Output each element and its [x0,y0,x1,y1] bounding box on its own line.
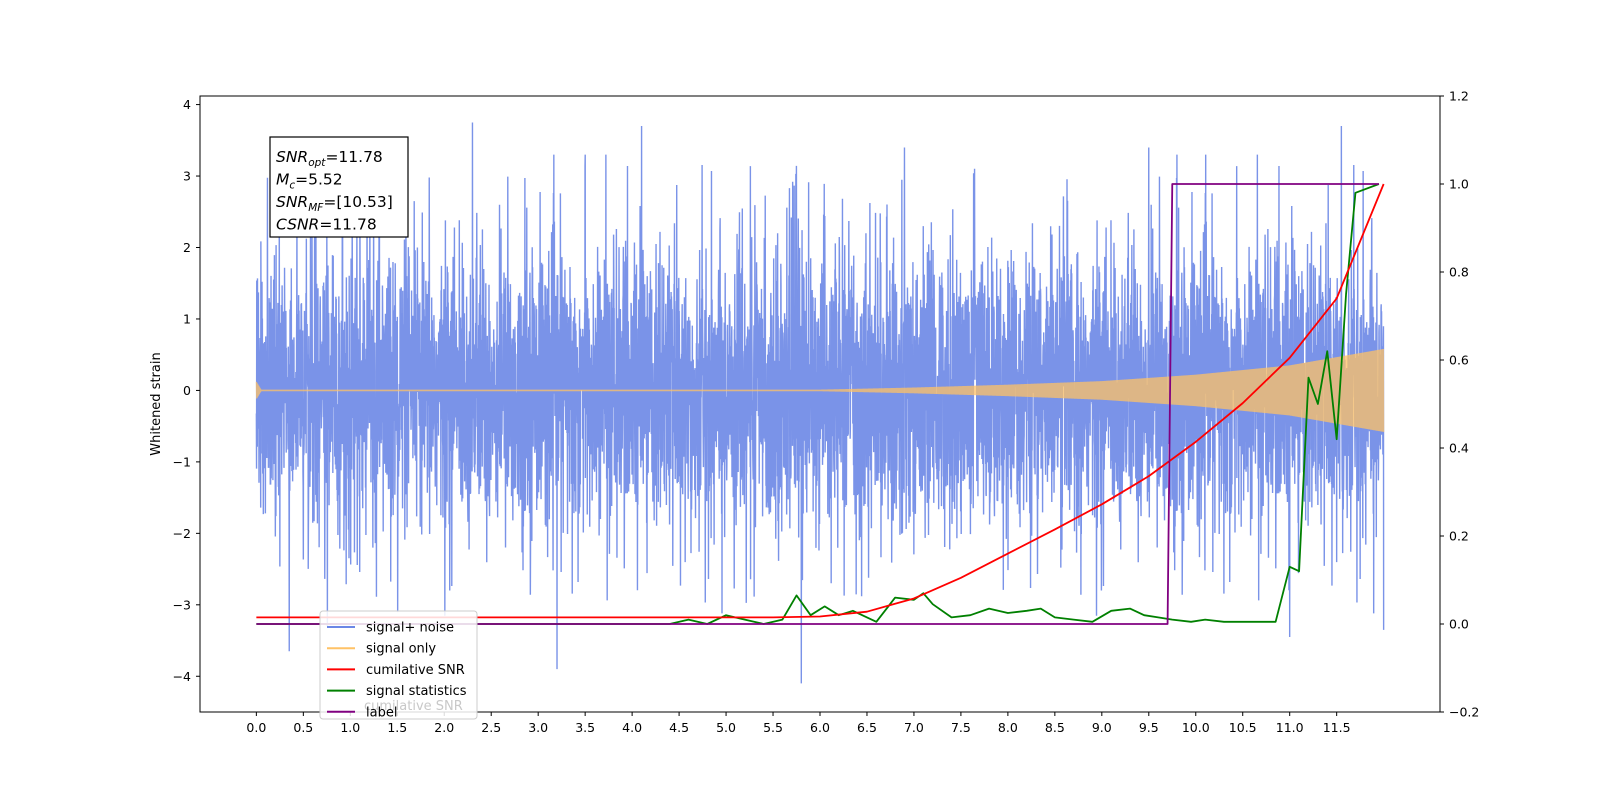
y-left-tick-label: 0 [183,383,191,398]
x-tick-label: 0.0 [246,720,266,735]
legend-label: cumilative SNR [366,663,465,678]
axes-layer: 0.0 0.5 1.0 1.5 2.0 2.5 3.0 3.5 4.0 4.5 5.0 5.5 6.0 6… [173,89,1480,736]
stats-line: SNRopt=11.78 [276,148,383,169]
x-tick-label: 3.5 [575,720,595,735]
y-left-tick-label: 1 [183,311,191,326]
y-right-tick-label: 0.8 [1449,265,1469,280]
legend-frame [319,610,478,720]
x-tick-label: 11.5 [1323,720,1351,735]
x-tick-label: 7.5 [951,720,971,735]
x-tick-label: 8.0 [998,720,1018,735]
y-left-tick-label: −2 [173,526,191,541]
legend-label: signal+ noise [366,621,454,636]
x-tick-label: 0.5 [293,720,313,735]
x-tick-label: 8.5 [1045,720,1065,735]
y-right-tick-label: 0.0 [1449,617,1469,632]
y-left-tick-label: −1 [173,454,191,469]
y-left-tick-label: −4 [173,669,191,684]
x-tick-label: 2.5 [481,720,501,735]
x-tick-label: 9.5 [1139,720,1159,735]
stats-line: CSNR=11.78 [276,216,377,234]
y-right-tick-label: 1.2 [1449,89,1469,104]
y-right-tick-label: −0.2 [1449,705,1479,720]
y-right-tick-label: 0.2 [1449,529,1469,544]
stats-line: Mc=5.52 [276,171,343,192]
x-tick-label: 5.0 [716,720,736,735]
x-tick-label: 4.0 [622,720,642,735]
x-tick-label: 10.0 [1182,720,1210,735]
series-layer [255,122,1385,684]
series-signal-only-line [255,349,1385,432]
x-tick-label: 1.0 [340,720,360,735]
legend-label: label [366,705,397,720]
legend: cumilative SNR signal+ noise signal only c… [319,610,478,720]
y-right-tick-label: 0.4 [1449,441,1469,456]
x-tick-label: 5.5 [763,720,783,735]
y-left-tick-label: −3 [173,597,191,612]
series-cumulative-snr-line [256,183,1385,619]
legend-label: signal statistics [366,684,467,699]
legend-label: signal only [366,642,436,657]
x-tick-label: 1.5 [387,720,407,735]
y-right-tick-label: 1.0 [1449,177,1469,192]
x-tick-label: 11.0 [1276,720,1304,735]
x-tick-label: 6.5 [857,720,877,735]
y-left-tick-label: 3 [183,169,191,184]
x-tick-label: 10.5 [1229,720,1257,735]
legend-ghost-text: cumilative SNR [364,699,463,714]
stats-box-frame [269,136,409,238]
x-tick-label: 2.0 [434,720,454,735]
series-signal-statistics-line [256,183,1380,625]
y-right-tick-label: 0.6 [1449,353,1469,368]
y-left-tick-label: 4 [183,97,191,112]
stats-line: SNRMF=[10.53] [276,193,393,214]
series-label-line [256,183,1379,625]
x-tick-label: 7.0 [904,720,924,735]
x-tick-label: 4.5 [669,720,689,735]
x-tick-label: 9.0 [1092,720,1112,735]
x-tick-label: 3.0 [528,720,548,735]
y-left-tick-label: 2 [183,240,191,255]
x-tick-label: 6.0 [810,720,830,735]
y-axis-title: Whitened strain [149,352,164,455]
